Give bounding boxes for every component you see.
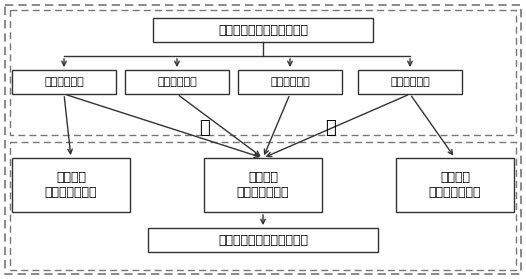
Text: 空中目标风场扰动特征参数: 空中目标风场扰动特征参数 — [218, 23, 308, 37]
Text: 尾涡涡核间距: 尾涡涡核间距 — [270, 77, 310, 87]
Text: 反: 反 — [200, 119, 210, 137]
Text: 演: 演 — [325, 119, 336, 137]
Bar — [12, 158, 130, 212]
Text: 空中目标类型识别特征参数: 空中目标类型识别特征参数 — [218, 234, 308, 247]
Text: 物理特征
（重量、翼展）: 物理特征 （重量、翼展） — [237, 171, 289, 199]
Bar — [153, 18, 373, 42]
Bar — [396, 158, 514, 212]
Bar — [125, 70, 229, 94]
Text: 航迹特征
（航向、航迹）: 航迹特征 （航向、航迹） — [45, 171, 97, 199]
Bar — [10, 10, 516, 135]
Bar — [148, 228, 378, 252]
Text: 运动特征
（高度、速度）: 运动特征 （高度、速度） — [429, 171, 481, 199]
Bar — [10, 142, 516, 270]
Bar — [238, 70, 342, 94]
Bar — [358, 70, 462, 94]
Text: 尾涡涡核位置: 尾涡涡核位置 — [44, 77, 84, 87]
Bar — [12, 70, 116, 94]
Text: 尾涡涡核半径: 尾涡涡核半径 — [157, 77, 197, 87]
Text: 尾涡涡流环量: 尾涡涡流环量 — [390, 77, 430, 87]
Bar — [204, 158, 322, 212]
